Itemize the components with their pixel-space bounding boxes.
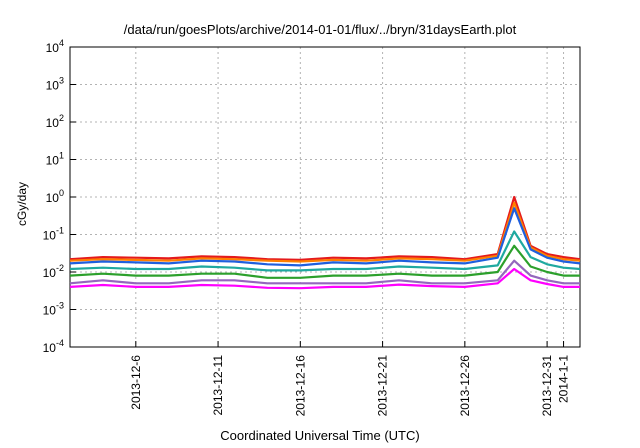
series-line-4 xyxy=(69,230,581,272)
y-tick-label: 10-2 xyxy=(43,263,64,280)
y-tick-label: 10-4 xyxy=(43,338,64,355)
chart-title: /data/run/goesPlots/archive/2014-01-01/f… xyxy=(123,22,517,37)
x-tick-label: 2014-1-1 xyxy=(557,355,571,403)
x-tick-label: 2013-12-26 xyxy=(458,355,472,417)
y-tick-label: 10-3 xyxy=(43,301,64,318)
y-tick-label: 10-1 xyxy=(43,226,64,243)
x-tick-label: 2013-12-11 xyxy=(211,355,225,416)
x-tick-label: 2013-12-16 xyxy=(293,355,307,417)
y-tick-label: 104 xyxy=(46,38,64,55)
series-line-5 xyxy=(69,244,580,279)
series-line-6 xyxy=(69,259,580,285)
y-tick-label: 103 xyxy=(46,76,64,93)
series-line-7 xyxy=(69,267,580,290)
series-line-3 xyxy=(69,207,581,267)
series-line-1 xyxy=(69,195,581,261)
x-axis-label: Coordinated Universal Time (UTC) xyxy=(220,428,420,443)
x-tick-label: 2013-12-21 xyxy=(376,355,390,417)
y-tick-label: 102 xyxy=(46,113,64,130)
y-tick-label: 100 xyxy=(46,188,64,205)
x-tick-label: 2013-12-31 xyxy=(540,355,554,417)
y-tick-label: 101 xyxy=(46,151,64,168)
x-tick-label: 2013-12-6 xyxy=(129,355,143,410)
plot-border xyxy=(69,46,581,348)
